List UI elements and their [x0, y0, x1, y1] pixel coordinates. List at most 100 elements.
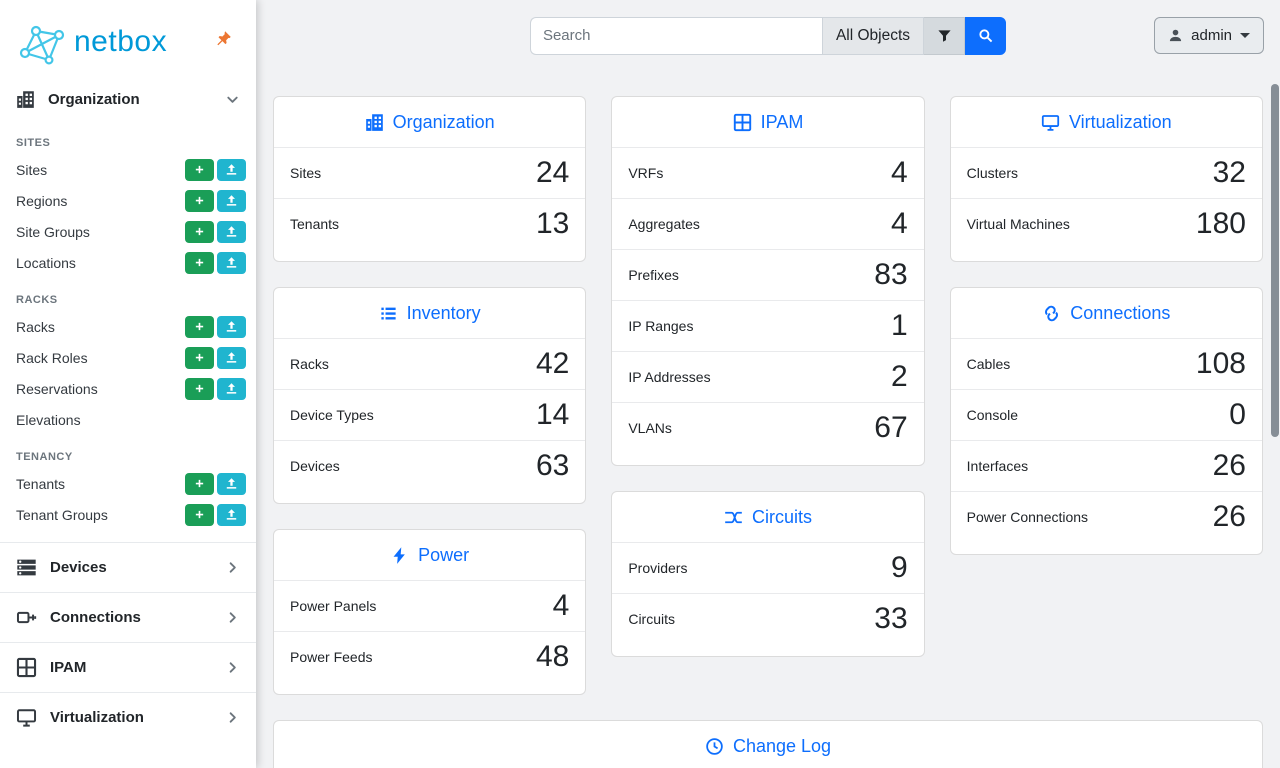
- sidebar-section-organization[interactable]: Organization: [0, 78, 256, 121]
- sidebar-item-label[interactable]: Locations: [16, 254, 76, 271]
- add-tenant-groups-button[interactable]: [185, 503, 214, 526]
- import-locations-button[interactable]: [217, 251, 246, 274]
- add-racks-button[interactable]: [185, 315, 214, 338]
- sidebar-item-locations[interactable]: Locations: [0, 247, 256, 278]
- sidebar-section-virtualization[interactable]: Virtualization: [0, 692, 256, 742]
- sidebar-header: netbox: [0, 0, 256, 78]
- stat-row-circuits: Circuits 33: [612, 593, 924, 644]
- sidebar-item-label[interactable]: Rack Roles: [16, 349, 88, 366]
- stat-label[interactable]: Aggregates: [628, 216, 700, 232]
- stat-label[interactable]: Interfaces: [966, 458, 1029, 474]
- add-tenants-button[interactable]: [185, 472, 214, 495]
- add-sites-button[interactable]: [185, 158, 214, 181]
- sidebar-item-label[interactable]: Reservations: [16, 380, 98, 397]
- stat-value: 4: [890, 207, 908, 240]
- stat-label[interactable]: Power Panels: [290, 598, 377, 614]
- sidebar-item-racks[interactable]: Racks: [0, 311, 256, 342]
- sidebar-item-regions[interactable]: Regions: [0, 185, 256, 216]
- sidebar-item-label[interactable]: Racks: [16, 318, 55, 335]
- filter-button[interactable]: [924, 16, 966, 55]
- sidebar-item-tenants[interactable]: Tenants: [0, 468, 256, 499]
- stat-row-power-connections: Power Connections 26: [950, 491, 1262, 542]
- stat-label[interactable]: Tenants: [290, 216, 340, 232]
- import-reservations-button[interactable]: [217, 377, 246, 400]
- import-racks-button[interactable]: [217, 315, 246, 338]
- brand-name[interactable]: netbox: [74, 25, 168, 58]
- add-site-groups-button[interactable]: [185, 220, 214, 243]
- sidebar-item-tenant-groups[interactable]: Tenant Groups: [0, 499, 256, 530]
- import-rack-roles-button[interactable]: [217, 346, 246, 369]
- sidebar-item-label[interactable]: Sites: [16, 161, 48, 178]
- pin-sidebar-button[interactable]: [215, 30, 232, 47]
- scrollbar-thumb[interactable]: [1271, 84, 1279, 437]
- card-title-text: Inventory: [406, 303, 481, 323]
- stat-label[interactable]: Power Connections: [966, 509, 1089, 525]
- sidebar-item-sites[interactable]: Sites: [0, 154, 256, 185]
- card-organization: Organization Sites 24 Tenants 13: [273, 96, 587, 262]
- stat-value: 26: [1212, 500, 1246, 533]
- add-regions-button[interactable]: [185, 189, 214, 212]
- sidebar-item-site-groups[interactable]: Site Groups: [0, 216, 256, 247]
- sidebar-item-elevations[interactable]: Elevations: [0, 404, 256, 435]
- stat-label[interactable]: Racks: [290, 356, 329, 372]
- sidebar-group-header-racks: RACKS: [16, 294, 58, 306]
- sidebar-group-header-sites: SITES: [16, 137, 51, 149]
- stat-label[interactable]: Device Types: [290, 407, 374, 423]
- sidebar-item-rack-roles[interactable]: Rack Roles: [0, 342, 256, 373]
- object-type-select[interactable]: All Objects: [821, 16, 925, 55]
- stat-label[interactable]: Prefixes: [628, 267, 679, 283]
- stat-value: 26: [1212, 449, 1246, 482]
- stat-label[interactable]: Clusters: [966, 165, 1019, 181]
- sidebar-item-label[interactable]: Elevations: [16, 411, 81, 428]
- add-locations-button[interactable]: [185, 251, 214, 274]
- stat-label[interactable]: Virtual Machines: [966, 216, 1070, 232]
- add-reservations-button[interactable]: [185, 377, 214, 400]
- stat-label[interactable]: Providers: [628, 560, 688, 576]
- sidebar-section-ipam[interactable]: IPAM: [0, 642, 256, 692]
- import-site-groups-button[interactable]: [217, 220, 246, 243]
- stat-label[interactable]: VLANs: [628, 420, 672, 436]
- stat-label[interactable]: Cables: [966, 356, 1011, 372]
- dashboard-column: IPAM VRFs 4 Aggregates 4 Prefixes 83 IP Ranges 1…: [611, 96, 925, 695]
- stat-value: 33: [874, 602, 908, 635]
- stat-label[interactable]: IP Addresses: [628, 369, 711, 385]
- sidebar-item-label[interactable]: Tenant Groups: [16, 506, 108, 523]
- chevron-down-icon: [225, 92, 240, 107]
- search-button[interactable]: [965, 16, 1007, 55]
- stat-value: 108: [1195, 347, 1246, 380]
- import-sites-button[interactable]: [217, 158, 246, 181]
- stat-label[interactable]: VRFs: [628, 165, 664, 181]
- stat-row-console: Console 0: [950, 389, 1262, 440]
- stat-value: 2: [890, 360, 908, 393]
- ipam-icon: [733, 113, 752, 132]
- stat-label[interactable]: Console: [966, 407, 1019, 423]
- netbox-logo-icon[interactable]: [16, 19, 68, 65]
- upload-icon: [225, 225, 238, 238]
- stat-label[interactable]: Sites: [290, 165, 322, 181]
- stat-row-vlans: VLANs 67: [612, 402, 924, 453]
- sidebar-item-label[interactable]: Regions: [16, 192, 68, 209]
- user-menu-button[interactable]: admin: [1154, 17, 1264, 54]
- sidebar-section-devices[interactable]: Devices: [0, 542, 256, 592]
- sidebar-item-label[interactable]: Tenants: [16, 475, 66, 492]
- sidebar-section-connections[interactable]: Connections: [0, 592, 256, 642]
- stat-value: 83: [874, 258, 908, 291]
- add-rack-roles-button[interactable]: [185, 346, 214, 369]
- stat-label[interactable]: Circuits: [628, 611, 675, 627]
- sidebar-item-label[interactable]: Site Groups: [16, 223, 90, 240]
- dashboard: Organization Sites 24 Tenants 13 Inventory Rac…: [256, 71, 1280, 768]
- stat-row-racks: Racks 42: [274, 338, 586, 389]
- stat-label[interactable]: IP Ranges: [628, 318, 694, 334]
- plus-icon: [193, 194, 206, 207]
- card-title: Change Log: [274, 721, 1262, 768]
- stat-label[interactable]: Power Feeds: [290, 649, 373, 665]
- sidebar-item-reservations[interactable]: Reservations: [0, 373, 256, 404]
- stat-value: 63: [535, 449, 570, 482]
- import-tenants-button[interactable]: [217, 472, 246, 495]
- stat-label[interactable]: Devices: [290, 458, 340, 474]
- import-regions-button[interactable]: [217, 189, 246, 212]
- stat-value: 42: [535, 347, 570, 380]
- import-tenant-groups-button[interactable]: [217, 503, 246, 526]
- stat-row-clusters: Clusters 32: [950, 147, 1262, 198]
- search-input[interactable]: [529, 16, 822, 55]
